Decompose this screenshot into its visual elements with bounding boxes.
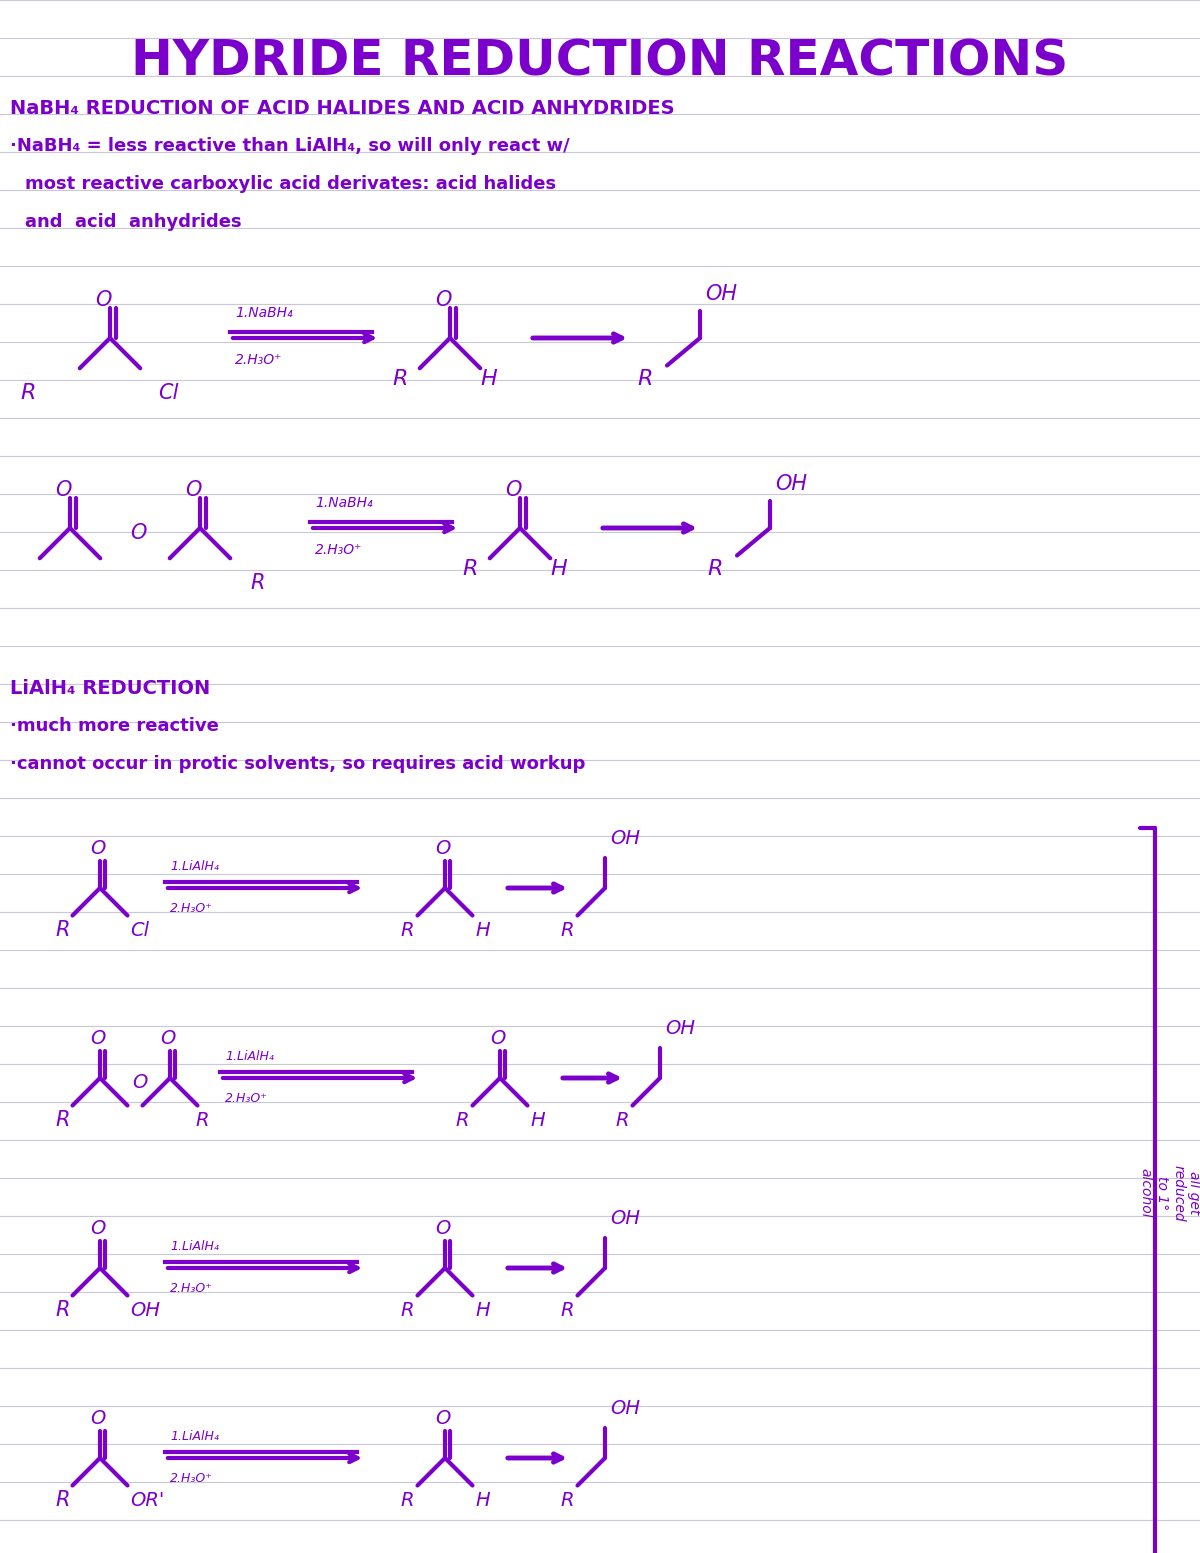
Text: O: O: [490, 1028, 505, 1048]
Text: O: O: [436, 289, 451, 309]
Text: H: H: [530, 1110, 545, 1131]
Text: ·cannot occur in protic solvents, so requires acid workup: ·cannot occur in protic solvents, so req…: [10, 755, 586, 773]
Text: R: R: [55, 921, 70, 941]
Text: OH: OH: [610, 1208, 640, 1227]
Text: OH: OH: [130, 1301, 160, 1320]
Text: 1.LiAlH₄: 1.LiAlH₄: [170, 1429, 218, 1443]
Text: O: O: [95, 289, 112, 309]
Text: R: R: [560, 1491, 574, 1510]
Text: O: O: [434, 1219, 450, 1238]
Text: 1.LiAlH₄: 1.LiAlH₄: [170, 859, 218, 873]
Text: R: R: [250, 573, 264, 593]
Text: and  acid  anhydrides: and acid anhydrides: [25, 213, 241, 231]
Text: all get
reduced
to 1°
alcohol: all get reduced to 1° alcohol: [1139, 1165, 1200, 1221]
Text: 2.H₃O⁺: 2.H₃O⁺: [170, 1281, 212, 1295]
Text: R: R: [560, 1301, 574, 1320]
Text: O: O: [90, 839, 106, 857]
Text: H: H: [475, 1301, 490, 1320]
Text: R: R: [707, 559, 722, 579]
Text: R: R: [616, 1110, 629, 1131]
Text: O: O: [434, 839, 450, 857]
Text: O: O: [505, 480, 522, 500]
Text: R: R: [55, 1300, 70, 1320]
Text: R: R: [400, 921, 414, 940]
Text: H: H: [550, 559, 566, 579]
Text: OH: OH: [610, 828, 640, 848]
Text: OH: OH: [706, 284, 738, 304]
Text: R: R: [455, 1110, 468, 1131]
Text: O: O: [132, 1073, 148, 1092]
Text: H: H: [475, 921, 490, 940]
Text: R: R: [55, 1110, 70, 1131]
Text: R: R: [463, 559, 479, 579]
Text: HYDRIDE REDUCTION REACTIONS: HYDRIDE REDUCTION REACTIONS: [131, 37, 1069, 85]
Text: 1.NaBH₄: 1.NaBH₄: [314, 495, 373, 509]
Text: OH: OH: [775, 474, 808, 494]
Text: O: O: [55, 480, 72, 500]
Text: ·much more reactive: ·much more reactive: [10, 717, 218, 735]
Text: R: R: [392, 370, 408, 390]
Text: O: O: [130, 523, 146, 544]
Text: OH: OH: [665, 1019, 695, 1037]
Text: O: O: [90, 1409, 106, 1427]
Text: R: R: [55, 1491, 70, 1511]
Text: R: R: [400, 1301, 414, 1320]
Text: OR': OR': [130, 1491, 164, 1510]
Text: 1.NaBH₄: 1.NaBH₄: [235, 306, 293, 320]
Text: NaBH₄ REDUCTION OF ACID HALIDES AND ACID ANHYDRIDES: NaBH₄ REDUCTION OF ACID HALIDES AND ACID…: [10, 98, 674, 118]
Text: Cl: Cl: [130, 921, 149, 940]
Text: R: R: [637, 370, 653, 390]
Text: O: O: [160, 1028, 175, 1048]
Text: R: R: [560, 921, 574, 940]
Text: H: H: [475, 1491, 490, 1510]
Text: 2.H₃O⁺: 2.H₃O⁺: [170, 901, 212, 915]
Text: most reactive carboxylic acid derivates: acid halides: most reactive carboxylic acid derivates:…: [25, 175, 556, 193]
Text: 2.H₃O⁺: 2.H₃O⁺: [314, 544, 362, 558]
Text: O: O: [185, 480, 202, 500]
Text: R: R: [20, 384, 36, 402]
Text: 1.LiAlH₄: 1.LiAlH₄: [226, 1050, 274, 1062]
Text: ·NaBH₄ = less reactive than LiAlH₄, so will only react w/: ·NaBH₄ = less reactive than LiAlH₄, so w…: [10, 137, 570, 155]
Text: LiAlH₄ REDUCTION: LiAlH₄ REDUCTION: [10, 679, 210, 697]
Text: 2.H₃O⁺: 2.H₃O⁺: [170, 1472, 212, 1485]
Text: OH: OH: [610, 1399, 640, 1418]
Text: 1.LiAlH₄: 1.LiAlH₄: [170, 1239, 218, 1253]
Text: R: R: [194, 1110, 209, 1131]
Text: O: O: [90, 1219, 106, 1238]
Text: O: O: [90, 1028, 106, 1048]
Text: R: R: [400, 1491, 414, 1510]
Text: O: O: [434, 1409, 450, 1427]
Text: 2.H₃O⁺: 2.H₃O⁺: [226, 1092, 268, 1104]
Text: Cl: Cl: [158, 384, 179, 402]
Text: H: H: [480, 370, 497, 390]
Text: 2.H₃O⁺: 2.H₃O⁺: [235, 353, 282, 367]
